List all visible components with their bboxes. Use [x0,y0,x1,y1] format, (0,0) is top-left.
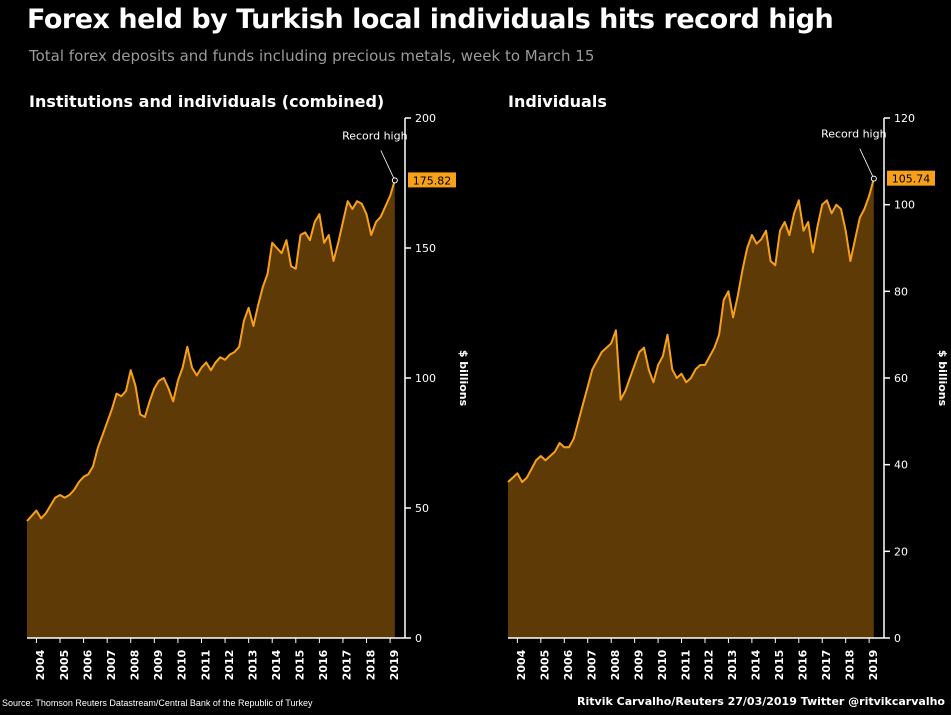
series-line-combined [26,180,396,522]
x-tick-label-combined: 2015 [294,650,307,681]
x-tick-label-individuals: 2007 [586,650,599,681]
x-tick-label-combined: 2014 [270,649,283,680]
x-tick-label-individuals: 2004 [515,649,528,680]
record-high-label-individuals: Record high [821,128,887,141]
y-tick-label-combined: 150 [415,242,436,255]
x-tick-label-individuals: 2008 [609,650,622,681]
y-axis-title-individuals: $ billions [936,350,949,407]
x-tick-label-combined: 2008 [129,650,142,681]
x-tick-label-individuals: 2011 [679,650,692,681]
y-tick-label-combined: 200 [415,112,436,125]
x-tick-label-individuals: 2012 [703,650,716,681]
y-tick-label-individuals: 0 [894,632,901,645]
series-line-individuals [507,178,875,483]
series-area-individuals [508,178,874,638]
series-area-combined [27,180,395,638]
source-note: Source: Thomson Reuters Datastream/Centr… [2,698,313,708]
record-high-point-individuals [870,175,877,182]
y-tick-label-individuals: 100 [894,199,915,212]
x-tick-label-combined: 2004 [34,649,47,680]
y-tick-label-individuals: 120 [894,112,915,125]
x-tick-label-individuals: 2005 [539,650,552,681]
x-tick-label-individuals: 2017 [820,650,833,681]
y-tick-label-individuals: 60 [894,372,908,385]
x-tick-label-individuals: 2016 [797,649,810,680]
y-tick-label-combined: 50 [415,502,429,515]
y-tick-label-individuals: 80 [894,285,908,298]
x-tick-label-individuals: 2018 [843,650,856,681]
x-tick-label-combined: 2009 [152,650,165,681]
y-tick-label-individuals: 40 [894,459,908,472]
last-value-label-combined: 175.82 [413,174,452,187]
x-tick-label-combined: 2017 [341,650,354,681]
x-tick-label-individuals: 2014 [750,649,763,680]
annotation-leader-individuals [859,148,875,179]
last-value-box-combined [408,172,456,188]
x-tick-label-combined: 2013 [246,650,259,681]
x-tick-label-individuals: 2019 [867,650,880,681]
x-tick-label-combined: 2011 [199,650,212,681]
x-tick-label-individuals: 2006 [562,649,575,680]
x-tick-label-combined: 2006 [81,649,94,680]
x-tick-label-individuals: 2013 [726,650,739,681]
x-tick-label-combined: 2005 [58,650,71,681]
x-tick-label-individuals: 2010 [656,649,669,680]
chart-title: Forex held by Turkish local individuals … [27,4,834,35]
record-high-point-combined [391,177,398,184]
chart-subtitle: Total forex deposits and funds including… [29,47,595,65]
x-tick-label-combined: 2018 [364,650,377,681]
panel-title-individuals: Individuals [508,92,607,111]
y-tick-label-combined: 100 [415,372,436,385]
last-value-box-individuals [887,170,935,186]
x-tick-label-individuals: 2009 [632,650,645,681]
x-tick-label-combined: 2012 [223,650,236,681]
y-tick-label-individuals: 20 [894,545,908,558]
x-tick-label-individuals: 2015 [773,650,786,681]
y-tick-label-combined: 0 [415,632,422,645]
x-tick-label-combined: 2010 [176,649,189,680]
y-axis-title-combined: $ billions [457,350,470,407]
x-tick-label-combined: 2007 [105,650,118,681]
panel-title-combined: Institutions and individuals (combined) [29,92,385,111]
credit-note: Ritvik Carvalho/Reuters 27/03/2019 Twitt… [577,695,945,708]
annotation-leader-combined [380,150,396,181]
x-tick-label-combined: 2019 [388,650,401,681]
x-tick-label-combined: 2016 [317,649,330,680]
record-high-label-combined: Record high [342,129,408,142]
last-value-label-individuals: 105.74 [892,173,931,186]
